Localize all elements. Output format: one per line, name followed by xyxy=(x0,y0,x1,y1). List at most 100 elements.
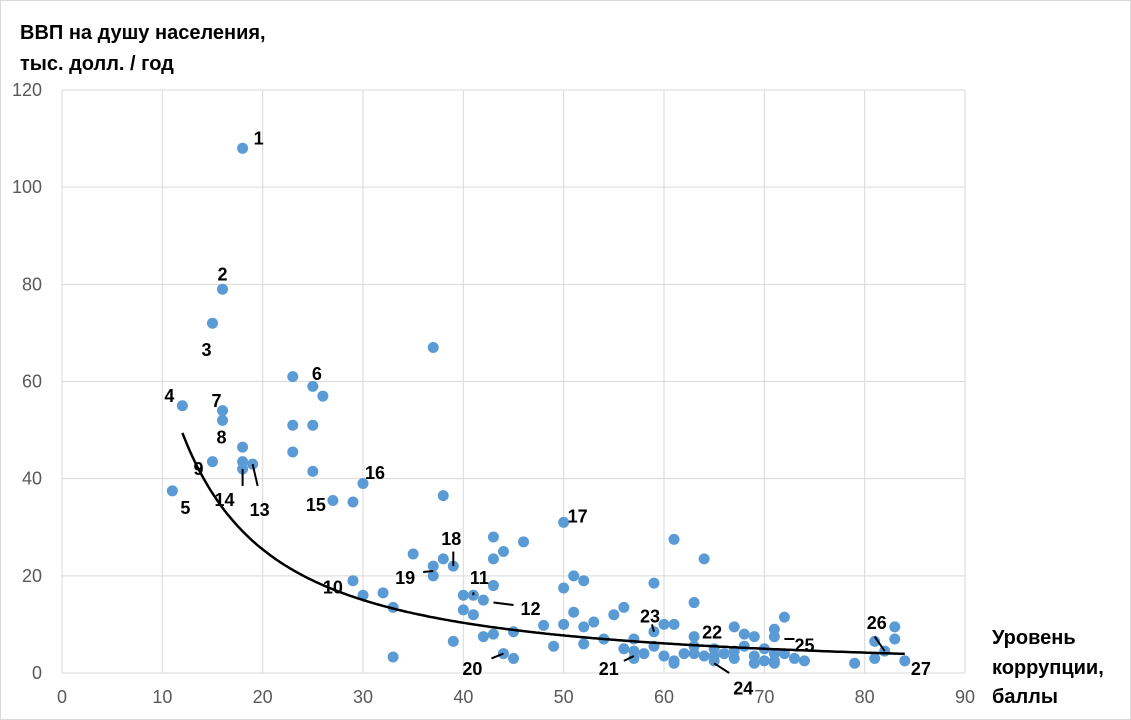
data-point xyxy=(698,650,710,662)
data-point xyxy=(618,601,630,613)
data-point xyxy=(849,657,861,669)
y-axis-title-line-1: ВВП на душу населения, xyxy=(20,22,266,44)
point-annotation: 11 xyxy=(470,568,489,588)
annotation-leader xyxy=(251,463,259,487)
data-point xyxy=(578,575,590,587)
x-tick-label: 0 xyxy=(57,687,67,707)
point-annotation: 15 xyxy=(306,495,326,515)
data-point xyxy=(287,371,299,383)
data-point xyxy=(778,611,790,623)
data-point xyxy=(508,626,519,638)
data-point xyxy=(176,400,188,412)
x-tick-label: 40 xyxy=(453,687,473,707)
data-point xyxy=(889,621,901,633)
data-point xyxy=(738,628,750,640)
data-point xyxy=(487,628,499,640)
y-tick-label: 40 xyxy=(22,469,42,489)
data-point xyxy=(407,548,419,560)
data-point xyxy=(467,609,479,621)
data-point xyxy=(558,516,570,528)
annotation-leader xyxy=(873,635,886,652)
data-point xyxy=(477,631,489,643)
data-point xyxy=(487,553,499,565)
x-tick-label: 80 xyxy=(855,687,875,707)
data-point xyxy=(869,635,881,647)
data-point xyxy=(217,414,229,426)
y-tick-label: 0 xyxy=(32,663,42,683)
data-point xyxy=(658,650,670,662)
point-annotation: 14 xyxy=(215,490,235,510)
data-point xyxy=(487,531,499,543)
point-annotation: 25 xyxy=(794,635,814,655)
data-point xyxy=(347,496,359,508)
y-tick-label: 60 xyxy=(22,372,42,392)
data-point xyxy=(427,560,439,572)
data-point xyxy=(688,631,700,643)
y-tick-label: 80 xyxy=(22,274,42,294)
point-annotation: 19 xyxy=(395,568,415,588)
data-point xyxy=(899,655,911,667)
point-annotation: 22 xyxy=(702,623,722,643)
data-point xyxy=(678,648,690,660)
x-tick-label: 30 xyxy=(353,687,373,707)
annotation-leader xyxy=(493,601,514,606)
point-annotation: 24 xyxy=(733,679,753,699)
data-point xyxy=(287,446,299,458)
data-point xyxy=(738,640,750,652)
data-point xyxy=(217,283,229,295)
data-point xyxy=(748,631,760,643)
point-annotation: 12 xyxy=(521,599,541,619)
data-point xyxy=(347,575,359,587)
annotation-leader xyxy=(423,569,434,573)
data-point xyxy=(357,478,369,490)
data-point xyxy=(748,657,760,669)
data-point xyxy=(166,485,178,497)
x-axis-title-line-3: баллы xyxy=(992,686,1058,708)
data-point xyxy=(758,655,770,667)
point-annotation: 20 xyxy=(462,659,482,679)
x-axis-title-line-2: коррупции, xyxy=(992,657,1104,679)
data-point xyxy=(788,652,800,664)
y-axis-title-line-2: тыс. долл. / год xyxy=(20,53,174,75)
annotation-leader xyxy=(623,655,635,662)
data-point xyxy=(307,380,319,392)
data-point xyxy=(307,465,319,477)
x-tick-label: 90 xyxy=(955,687,975,707)
data-point xyxy=(728,621,740,633)
data-point xyxy=(568,606,580,618)
data-point xyxy=(688,648,700,660)
point-annotation: 6 xyxy=(312,364,322,384)
point-annotation: 4 xyxy=(164,386,174,406)
data-point xyxy=(668,533,680,545)
x-tick-label: 10 xyxy=(152,687,172,707)
data-point xyxy=(287,419,299,431)
data-point xyxy=(457,589,469,601)
data-point xyxy=(889,633,901,645)
data-point xyxy=(538,619,550,631)
annotation-leader xyxy=(650,624,655,632)
data-point xyxy=(237,441,249,453)
data-point xyxy=(457,604,469,616)
data-point xyxy=(648,577,660,589)
point-annotation: 5 xyxy=(180,498,190,518)
data-point xyxy=(207,317,218,329)
data-point xyxy=(578,638,590,650)
data-point xyxy=(628,652,640,664)
point-annotation: 26 xyxy=(867,613,887,633)
trend-line xyxy=(181,432,905,656)
data-point xyxy=(377,587,389,599)
data-point xyxy=(317,390,329,402)
x-axis-title-line-1: Уровень xyxy=(992,627,1076,649)
data-point xyxy=(427,570,439,582)
data-point xyxy=(608,609,620,621)
data-point xyxy=(668,657,680,669)
data-point xyxy=(688,597,700,609)
data-point xyxy=(668,618,680,630)
data-point xyxy=(728,652,740,664)
point-annotation: 17 xyxy=(568,507,588,527)
point-annotation: 1 xyxy=(254,129,264,149)
data-point xyxy=(217,405,229,417)
data-point xyxy=(447,635,459,647)
point-annotation: 10 xyxy=(323,577,343,597)
